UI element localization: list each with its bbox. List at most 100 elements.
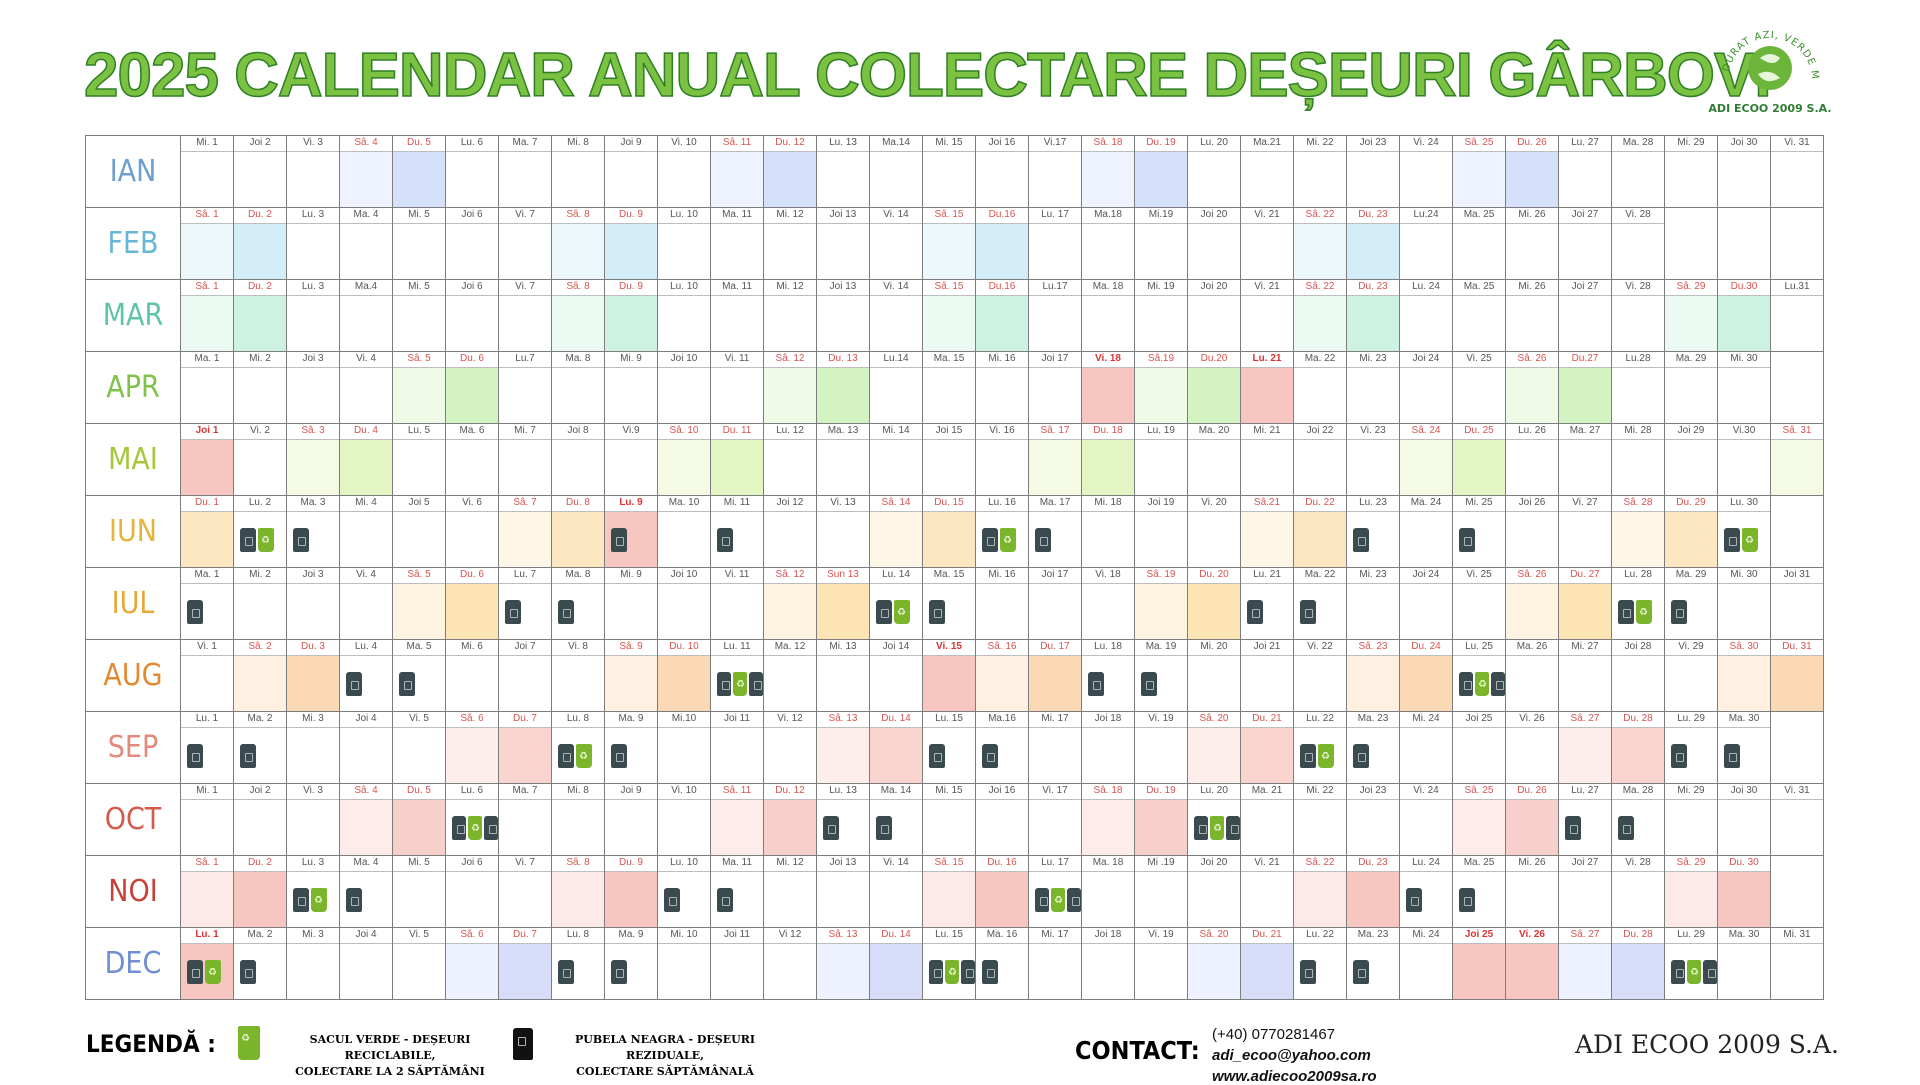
- collection-icons: [1453, 872, 1505, 927]
- day-label: Lu.17: [1029, 280, 1081, 296]
- collection-icons: [1029, 512, 1081, 567]
- day-cell: Joi 22: [1293, 423, 1347, 496]
- day-cell: Vi. 26: [1505, 711, 1559, 784]
- day-label: Sun 13: [817, 568, 869, 584]
- black-bin-icon: [346, 671, 362, 696]
- day-cell: [1770, 351, 1824, 424]
- day-cell: Lu. 25: [1452, 639, 1506, 712]
- day-label: Ma. 28: [1612, 784, 1664, 800]
- collection-icons: [605, 728, 657, 783]
- day-cell: Du. 14: [869, 927, 923, 1000]
- day-label: Lu. 8: [552, 712, 604, 728]
- day-cell: Du. 9: [604, 207, 658, 280]
- day-cell: Joi 24: [1399, 351, 1453, 424]
- day-cell: Sâ. 29: [1664, 855, 1718, 928]
- collection-icons: [1665, 728, 1717, 783]
- green-bag-icon: [1000, 527, 1016, 552]
- day-label: Lu. 21: [1241, 568, 1293, 584]
- day-cell: Mi. 4: [339, 495, 393, 568]
- day-cell: Du. 3: [286, 639, 340, 712]
- day-cell: Mi .19: [1134, 855, 1188, 928]
- day-label: Sâ. 13: [817, 928, 869, 944]
- legend-green-text: SACUL VERDE - DEȘEURI RECICLABILE, COLEC…: [290, 1032, 490, 1080]
- day-cell: Ma. 8: [551, 351, 605, 424]
- day-label: Lu. 24: [1400, 856, 1452, 872]
- day-label: Du. 20: [1188, 568, 1240, 584]
- day-label: Sâ. 5: [393, 568, 445, 584]
- day-label: Mi. 14: [870, 424, 922, 440]
- day-label: Joi 31: [1771, 568, 1823, 584]
- day-cell: Ma. 25: [1452, 855, 1506, 928]
- day-cell: Ma. 22: [1293, 567, 1347, 640]
- day-label: Vi. 11: [711, 352, 763, 368]
- day-cell: Vi. 31: [1770, 135, 1824, 208]
- day-cell: Du. 14: [869, 711, 923, 784]
- day-label: Ma. 29: [1665, 568, 1717, 584]
- day-cell: Lu. 28: [1611, 567, 1665, 640]
- day-cell: Du. 8: [551, 495, 605, 568]
- day-label: Joi 17: [1029, 568, 1081, 584]
- day-label: Ma. 25: [1453, 856, 1505, 872]
- day-cell: Joi 30: [1717, 783, 1771, 856]
- day-label: Sâ. 5: [393, 352, 445, 368]
- day-cell: Sâ. 17: [1028, 423, 1082, 496]
- day-label: Vi. 21: [1241, 280, 1293, 296]
- month-label: FEB: [85, 207, 181, 280]
- day-label: Vi. 3: [287, 784, 339, 800]
- day-label: Du. 30: [1718, 856, 1770, 872]
- day-cell: Ma.4: [339, 279, 393, 352]
- day-cell: Joi 20: [1187, 207, 1241, 280]
- day-cell: Lu. 27: [1558, 783, 1612, 856]
- day-cell: Vi. 10: [657, 783, 711, 856]
- day-label: Lu. 29: [1665, 712, 1717, 728]
- day-label: Joi 23: [1347, 784, 1399, 800]
- day-cell: Vi. 6: [445, 495, 499, 568]
- collection-icons: [711, 872, 763, 927]
- day-label: Joi 24: [1400, 352, 1452, 368]
- contact-website[interactable]: www.adiecoo2009sa.ro: [1212, 1068, 1377, 1085]
- day-cell: Ma. 30: [1717, 927, 1771, 1000]
- day-cell: Sâ.19: [1134, 351, 1188, 424]
- collection-icons: [976, 512, 1028, 567]
- black-bin-icon: [1300, 743, 1316, 768]
- day-label: Joi 20: [1188, 856, 1240, 872]
- day-cell: Lu. 19: [1134, 423, 1188, 496]
- day-cell: Vi. 3: [286, 783, 340, 856]
- day-label: Joi 5: [393, 496, 445, 512]
- day-cell: Sâ. 20: [1187, 927, 1241, 1000]
- day-label: Ma. 8: [552, 568, 604, 584]
- day-label: Vi. 4: [340, 352, 392, 368]
- collection-icons: [870, 800, 922, 855]
- day-label: Vi. 7: [499, 208, 551, 224]
- collection-icons: [446, 800, 498, 855]
- contact-label: CONTACT:: [1075, 1036, 1200, 1065]
- day-label: Sâ. 7: [499, 496, 551, 512]
- black-bin-icon: [611, 527, 627, 552]
- day-cell: Mi. 26: [1505, 855, 1559, 928]
- day-cell: Lu. 13: [816, 135, 870, 208]
- day-cell: Ma. 1: [180, 567, 234, 640]
- day-label: Sâ. 8: [552, 856, 604, 872]
- black-bin-icon: [1618, 599, 1634, 624]
- day-label: Lu.31: [1771, 280, 1823, 296]
- day-label: Ma. 30: [1718, 712, 1770, 728]
- day-label: Joi 11: [711, 928, 763, 944]
- day-label: Joi 27: [1559, 208, 1611, 224]
- day-cell: Joi 8: [551, 423, 605, 496]
- day-label: Vi. 23: [1347, 424, 1399, 440]
- day-label: Joi 6: [446, 208, 498, 224]
- day-label: Lu. 8: [552, 928, 604, 944]
- day-label: Sâ. 24: [1400, 424, 1452, 440]
- black-bin-icon: [611, 959, 627, 984]
- day-cell: Mi. 21: [1240, 423, 1294, 496]
- day-cell: Joi 2: [233, 135, 287, 208]
- day-label: Vi. 21: [1241, 208, 1293, 224]
- day-label: Joi 6: [446, 280, 498, 296]
- day-cell: Ma. 8: [551, 567, 605, 640]
- month-row-iul: IUL Ma. 1 Mi. 2 Joi 3 Vi. 4 Sâ. 5 Du. 6 Lu. 7 Ma…: [85, 567, 1824, 640]
- contact-email[interactable]: adi_ecoo@yahoo.com: [1212, 1047, 1371, 1064]
- day-label: Sâ. 18: [1082, 784, 1134, 800]
- day-cell: Ma. 4: [339, 855, 393, 928]
- day-label: Sâ. 3: [287, 424, 339, 440]
- day-cell: Lu. 4: [339, 639, 393, 712]
